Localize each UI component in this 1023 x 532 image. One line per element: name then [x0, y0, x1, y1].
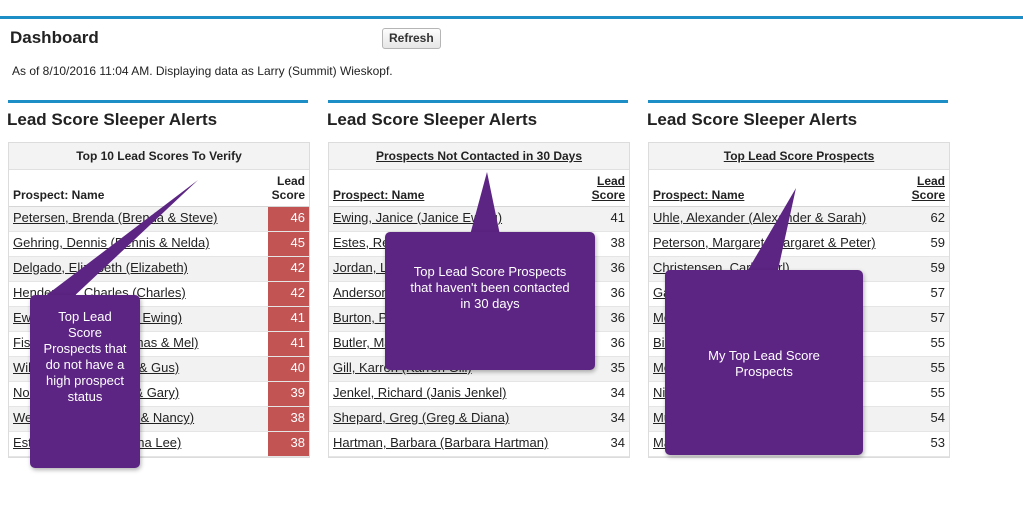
prospect-name-link[interactable]: Shepard, Greg (Greg & Diana) [329, 406, 588, 432]
lead-score-cell: 53 [907, 431, 949, 457]
panel-title-link[interactable]: Top Lead Score Prospects [649, 143, 949, 170]
name-column-header[interactable]: Prospect: Name [649, 170, 908, 207]
panel-title-link[interactable]: Prospects Not Contacted in 30 Days [329, 143, 629, 170]
score-column-header: Lead Score [267, 170, 309, 207]
score-column-header[interactable]: Lead Score [907, 170, 949, 207]
column-accent-bar [328, 100, 628, 103]
prospect-name-link[interactable]: Jenkel, Richard (Janis Jenkel) [329, 381, 588, 407]
lead-score-cell: 41 [267, 331, 309, 357]
lead-score-cell: 59 [907, 256, 949, 282]
lead-score-cell: 38 [267, 431, 309, 457]
lead-score-cell: 57 [907, 281, 949, 307]
table-row: Delgado, Elizabeth (Elizabeth)42 [9, 256, 309, 282]
lead-score-cell: 34 [587, 431, 629, 457]
score-header-line1: Lead [596, 174, 625, 188]
lead-score-cell: 55 [907, 331, 949, 357]
score-header-line2: Score [271, 188, 305, 202]
table-row: Ewing, Janice (Janice Ewing)41 [329, 206, 629, 232]
column-heading: Lead Score Sleeper Alerts [7, 110, 218, 129]
column-heading: Lead Score Sleeper Alerts [647, 110, 858, 129]
callout-pointer-1 [40, 180, 198, 300]
score-header-line1: Lead [276, 174, 305, 188]
callout-box-3: My Top Lead Score Prospects [665, 270, 863, 455]
score-column-header[interactable]: Lead Score [587, 170, 629, 207]
table-row: Shepard, Greg (Greg & Diana) 34 [329, 406, 629, 432]
lead-score-cell: 40 [267, 356, 309, 382]
lead-score-cell: 54 [907, 406, 949, 432]
lead-score-cell: 38 [267, 406, 309, 432]
column-accent-bar [648, 100, 948, 103]
lead-score-cell: 57 [907, 306, 949, 332]
panel-title: Top 10 Lead Scores To Verify [9, 143, 309, 170]
callout-box-1: Top Lead Score Prospects that do not hav… [30, 295, 140, 468]
score-header-line2: Score [911, 188, 945, 202]
as-of-status: As of 8/10/2016 11:04 AM. Displaying dat… [12, 64, 393, 78]
prospect-name-link[interactable]: Hartman, Barbara (Barbara Hartman) [329, 431, 588, 457]
table-row: Jenkel, Richard (Janis Jenkel) 34 [329, 381, 629, 407]
name-column-header: Prospect: Name [9, 170, 268, 207]
lead-score-cell: 42 [267, 256, 309, 282]
score-header-line2: Score [591, 188, 625, 202]
callout-text: Top Lead Score Prospects that haven't be… [410, 264, 570, 311]
table-row: Hartman, Barbara (Barbara Hartman) 34 [329, 431, 629, 457]
prospect-name-link[interactable]: Ewing, Janice (Janice Ewing) [329, 206, 588, 232]
callout-text: My Top Lead Score Prospects [708, 348, 820, 379]
lead-score-cell: 45 [267, 231, 309, 257]
callout-text: Top Lead Score Prospects that do not hav… [43, 309, 127, 404]
lead-score-cell: 59 [907, 231, 949, 257]
name-column-header[interactable]: Prospect: Name [329, 170, 588, 207]
callout-box-2: Top Lead Score Prospects that haven't be… [385, 232, 595, 370]
lead-score-cell: 41 [587, 206, 629, 232]
table-row: Gehring, Dennis (Dennis & Nelda) 45 [9, 231, 309, 257]
page-title: Dashboard [10, 28, 99, 47]
column-heading: Lead Score Sleeper Alerts [327, 110, 538, 129]
prospect-name-link[interactable]: Gehring, Dennis (Dennis & Nelda) [9, 231, 268, 257]
lead-score-cell: 62 [907, 206, 949, 232]
lead-score-cell: 34 [587, 381, 629, 407]
lead-score-cell: 55 [907, 356, 949, 382]
lead-score-cell: 34 [587, 406, 629, 432]
refresh-button[interactable]: Refresh [382, 28, 441, 49]
header-accent-line [0, 16, 1023, 19]
lead-score-cell: 46 [267, 206, 309, 232]
prospect-name-link[interactable]: Delgado, Elizabeth (Elizabeth) [9, 256, 268, 282]
lead-score-cell: 42 [267, 281, 309, 307]
lead-score-cell: 55 [907, 381, 949, 407]
callout-pointer-2 [470, 172, 500, 235]
column-accent-bar [8, 100, 308, 103]
callout-pointer-3 [748, 188, 796, 270]
score-header-line1: Lead [916, 174, 945, 188]
lead-score-cell: 41 [267, 306, 309, 332]
lead-score-cell: 39 [267, 381, 309, 407]
